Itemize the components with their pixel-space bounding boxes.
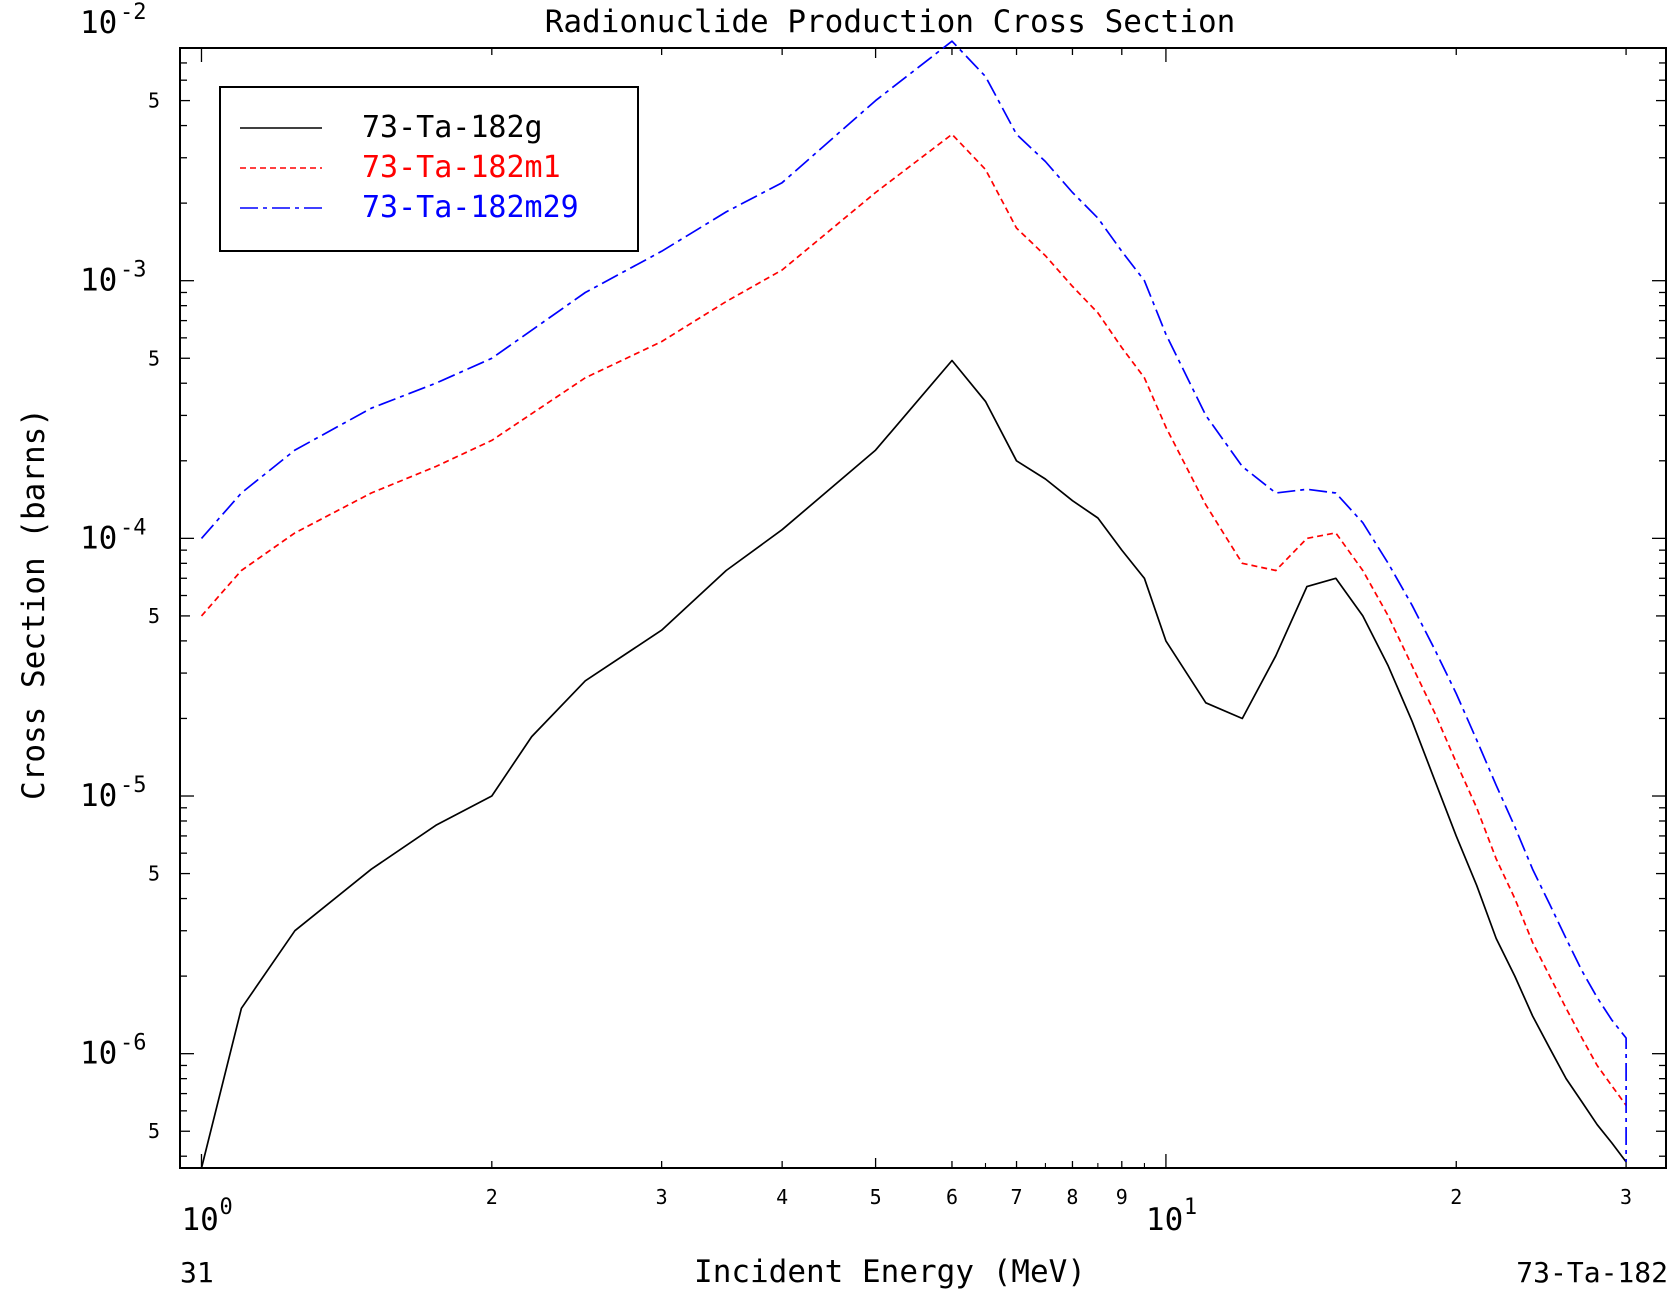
legend: 73-Ta-182g 73-Ta-182m1 73-Ta-182m29 [219,86,639,252]
x-major-tick-label: 10 1 [1146,1195,1197,1238]
series-line-73-ta-182m29 [200,40,1627,1162]
x-minor-tick-label: 3 [1620,1185,1632,1209]
legend-label-182m1: 73-Ta-182m1 [362,150,561,185]
x-minor-tick-label: 7 [1011,1185,1023,1209]
legend-box [219,86,639,252]
x-minor-tick-label: 2 [486,1185,498,1209]
x-axis-label: Incident Energy (MeV) [694,1254,1086,1290]
y-minor-tick-label: 5 [148,862,160,886]
svg-text:10: 10 [181,1202,218,1238]
y-minor-tick-label: 5 [148,604,160,628]
y-major-tick-label: 10 -2 [80,0,147,41]
svg-text:-3: -3 [120,258,147,283]
svg-text:10: 10 [80,5,117,41]
y-minor-tick-label: 5 [148,89,160,113]
x-minor-tick-label: 3 [656,1185,668,1209]
plot-frame [179,47,1667,1169]
x-minor-tick-label: 2 [1450,1185,1462,1209]
y-major-tick-label: 10 -4 [80,515,147,556]
svg-text:-5: -5 [120,773,147,798]
svg-text:10: 10 [80,263,117,299]
footer-left: 31 [180,1256,214,1289]
y-minor-tick-label: 5 [148,1119,160,1143]
series-line-73-ta-182g [200,359,1627,1169]
svg-text:1: 1 [1184,1195,1197,1220]
x-minor-tick-label: 9 [1116,1185,1128,1209]
series-layer [200,40,1627,1169]
x-minor-tick-label: 5 [870,1185,882,1209]
x-minor-tick-label: 8 [1066,1185,1078,1209]
legend-label-182m29: 73-Ta-182m29 [362,190,579,225]
svg-text:10: 10 [80,520,117,556]
svg-text:-2: -2 [120,0,147,25]
x-minor-tick-label: 6 [946,1185,958,1209]
svg-text:10: 10 [1146,1202,1183,1238]
svg-text:-4: -4 [120,515,147,540]
svg-text:10: 10 [80,1036,117,1072]
y-major-tick-label: 10 -3 [80,258,147,299]
y-major-tick-label: 10 -6 [80,1031,147,1072]
svg-text:10: 10 [80,778,117,814]
legend-label-182g: 73-Ta-182g [362,110,543,145]
svg-text:0: 0 [219,1195,232,1220]
footer-right: 73-Ta-182 [1516,1256,1668,1289]
y-axis-label: Cross Section (barns) [16,408,52,800]
series-line-73-ta-182m1 [200,133,1627,1106]
y-major-tick-label: 10 -5 [80,773,147,814]
chart-title: Radionuclide Production Cross Section [545,4,1236,40]
x-minor-tick-label: 4 [776,1185,788,1209]
y-minor-tick-label: 5 [148,346,160,370]
svg-text:-6: -6 [120,1031,147,1056]
x-major-tick-label: 10 0 [181,1195,232,1238]
